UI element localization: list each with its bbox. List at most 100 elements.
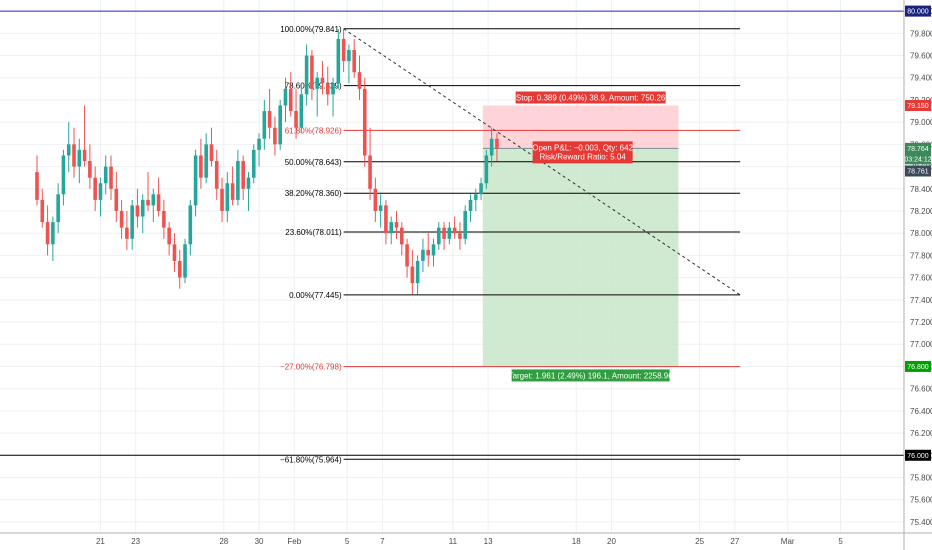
price-tick-label: 79.600: [910, 52, 932, 61]
price-tag-label: 80.000: [907, 9, 929, 16]
candle-body: [384, 205, 388, 234]
candle-body: [278, 105, 282, 145]
candle-body: [135, 205, 140, 217]
candle-body: [468, 199, 473, 211]
candle-body: [262, 111, 267, 139]
candle-body: [98, 183, 103, 200]
candle-body: [199, 155, 203, 178]
fib-level-label: 100.00%(79.841): [280, 25, 342, 34]
candle-body: [447, 227, 452, 239]
time-tick-label: 21: [96, 537, 105, 546]
price-tick-label: 75.600: [910, 496, 932, 505]
trend-line[interactable]: [343, 28, 741, 296]
target-zone: [482, 148, 679, 367]
time-tick-label: 27: [730, 537, 739, 546]
candle-body: [103, 166, 108, 184]
candle-body: [415, 260, 420, 284]
stop-label-box: [515, 91, 666, 104]
candle-body: [304, 55, 309, 95]
candle-body: [331, 83, 335, 95]
candle-body: [119, 210, 124, 228]
candle-body: [399, 227, 404, 245]
price-tick-label: 78.200: [910, 207, 932, 216]
price-tag-box: [905, 165, 931, 177]
candle-body: [410, 266, 415, 284]
candle-body: [484, 155, 489, 184]
fib-level-label: 0.00%(77.445): [289, 291, 342, 300]
price-tick-label: 78.400: [910, 185, 932, 194]
candle-body: [431, 244, 436, 256]
candle-body: [283, 88, 288, 106]
candle-body: [151, 194, 156, 206]
fib-level-label: −61.80%(75.964): [280, 455, 342, 464]
candle-body: [183, 244, 187, 278]
candle-body: [230, 183, 235, 200]
candle-body: [294, 111, 298, 128]
candle-body: [394, 222, 399, 228]
candle-body: [426, 249, 431, 256]
candle-body: [45, 222, 50, 245]
candle-body: [373, 188, 378, 211]
candle-body: [473, 194, 478, 200]
candle-body: [193, 155, 198, 206]
candle-body: [357, 72, 362, 89]
candle-body: [442, 227, 446, 239]
risk-reward-label: Risk/Reward Ratio: 5.04: [540, 152, 627, 161]
stop-zone: [482, 105, 679, 149]
pnl-label: Open P&L: −0.003, Qty: 642: [532, 143, 633, 152]
candle-body: [35, 172, 39, 200]
time-tick-label: 13: [484, 537, 493, 546]
price-tick-label: 77.800: [910, 251, 932, 260]
price-tag-label: 03:24:12: [904, 156, 931, 163]
candlestick-series: [35, 28, 499, 295]
candle-body: [66, 144, 71, 156]
price-tick-label: 77.000: [910, 340, 932, 349]
candle-body: [82, 149, 87, 162]
price-tick-label: 76.600: [910, 385, 932, 394]
candle-body: [130, 205, 134, 239]
candle-body: [56, 194, 60, 223]
candle-body: [273, 127, 277, 145]
candle-body: [251, 149, 256, 178]
horizontal-lines[interactable]: [0, 10, 904, 456]
candle-body: [177, 260, 182, 278]
candle-body: [140, 199, 145, 217]
candle-body: [114, 188, 119, 211]
position-labels: Stop: 0.389 (0.49%) 38.9, Amount: 750.26…: [509, 91, 673, 382]
candle-body: [162, 210, 166, 228]
time-tick-label: Mar: [781, 537, 795, 546]
fib-level-label: 50.00%(78.643): [285, 158, 342, 167]
price-tag-label: 78.764: [907, 146, 929, 153]
time-tick-label: 7: [380, 537, 385, 546]
candle-body: [341, 38, 346, 62]
price-tag-box: [905, 360, 931, 372]
candle-body: [257, 138, 261, 150]
candle-body: [236, 161, 240, 200]
price-tag-label: 76.800: [907, 364, 929, 371]
candle-body: [458, 233, 462, 239]
price-tick-label: 75.400: [910, 518, 932, 527]
price-tag-box: [905, 99, 931, 111]
price-tick-label: 79.400: [910, 74, 932, 83]
candle-body: [368, 155, 372, 189]
target-label-box: [511, 369, 670, 382]
candle-body: [320, 77, 325, 84]
price-tag-label: 76.000: [907, 453, 929, 460]
candle-body: [220, 188, 224, 211]
candle-body: [51, 222, 55, 245]
price-tag-box: [905, 153, 931, 165]
candle-body: [214, 161, 219, 189]
candle-body: [93, 177, 97, 200]
candle-body: [315, 77, 319, 89]
time-axis[interactable]: 21 23 28 30 Feb 5 7 11 13 18 20 25 27 Mar 5: [96, 537, 843, 546]
candle-body: [61, 155, 66, 195]
candle-body: [310, 55, 314, 89]
candle-body: [209, 144, 214, 162]
candle-body: [452, 227, 457, 234]
time-tick-label: Feb: [287, 537, 301, 546]
position-tool[interactable]: [482, 105, 679, 367]
time-tick-label: 5: [345, 537, 350, 546]
candle-body: [405, 244, 409, 267]
fib-level-label: 38.20%(78.360): [285, 189, 342, 198]
